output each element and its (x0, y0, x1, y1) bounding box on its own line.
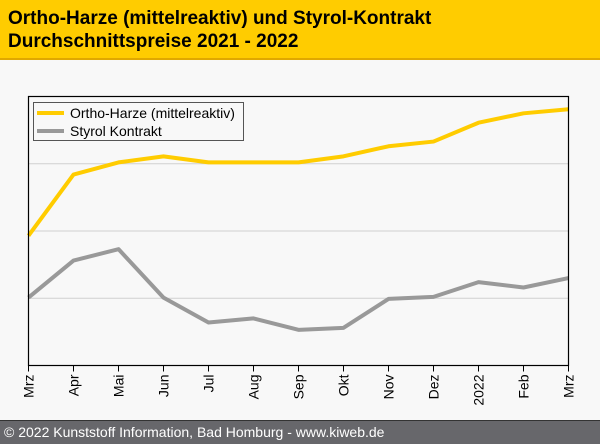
x-tick-label: Feb (516, 374, 532, 398)
x-tick-label: Jun (156, 375, 172, 398)
x-tick-label: Jul (201, 375, 217, 393)
x-tick-label: Mrz (561, 375, 577, 398)
line-chart: Mrz Apr Mai Jun Jul Aug Sep Okt Nov Dez 2022 Feb Mrz… (21, 95, 577, 406)
legend-label-ortho: Ortho-Harze (mittelreaktiv) (70, 105, 235, 121)
legend: Ortho-Harze (mittelreaktiv) Styrol Kontr… (33, 102, 244, 141)
x-tick-label: 2022 (471, 374, 487, 405)
x-tick-label: Sep (291, 374, 307, 399)
chart-header: Ortho-Harze (mittelreaktiv) und Styrol-K… (0, 0, 600, 60)
series-line-styrol-kontrakt (27, 247, 569, 332)
legend-label-styrol: Styrol Kontrakt (70, 123, 162, 139)
footer-copyright: © 2022 Kunststoff Information, Bad Hombu… (0, 420, 600, 444)
legend-box (33, 102, 244, 141)
x-tick-label: Nov (381, 375, 397, 400)
x-tick-label: Okt (336, 374, 352, 396)
x-tick-label: Apr (66, 374, 82, 396)
title-line-2: Durchschnittspreise 2021 - 2022 (8, 31, 299, 52)
x-tick-label: Mrz (21, 375, 37, 398)
x-tick-label: Aug (246, 375, 262, 400)
x-tick-label: Dez (426, 375, 442, 400)
title-line-1: Ortho-Harze (mittelreaktiv) und Styrol-K… (8, 8, 432, 29)
x-tick-label: Mai (111, 375, 127, 398)
